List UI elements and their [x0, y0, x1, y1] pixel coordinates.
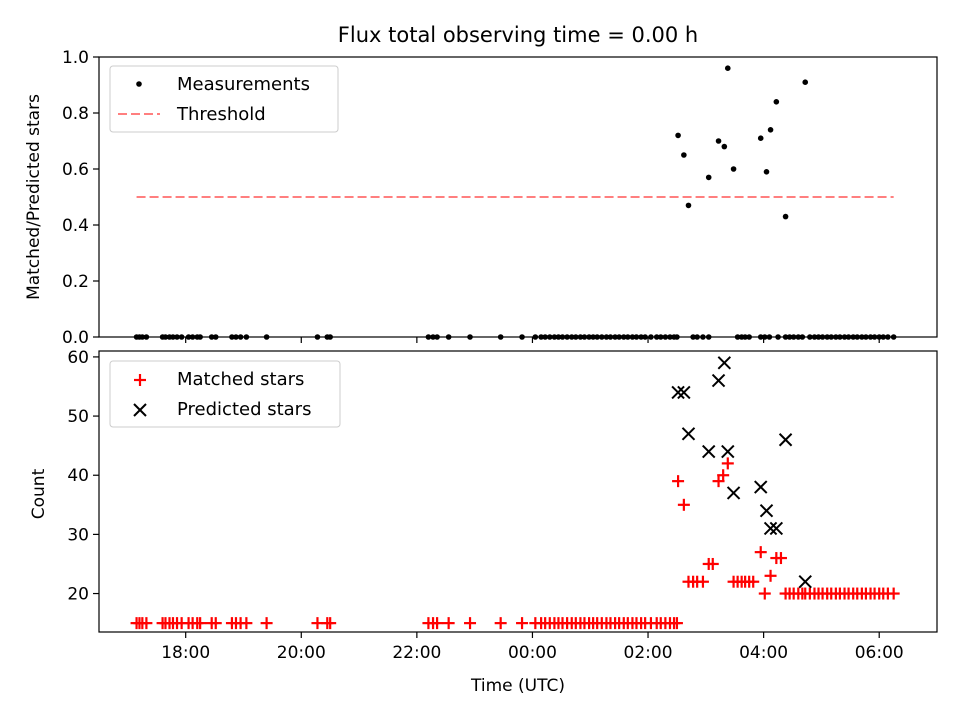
- y-tick-label: 30: [67, 525, 89, 545]
- matched-star-point: [431, 617, 444, 630]
- bottom-legend: Matched stars Predicted stars: [109, 360, 341, 428]
- measurement-point: [681, 152, 687, 158]
- legend-marker-predicted-stars: [133, 403, 147, 417]
- matched-star-point: [260, 617, 273, 630]
- predicted-star-point: [681, 427, 696, 441]
- matched-star-point: [516, 617, 529, 630]
- matched-star-point: [677, 498, 690, 511]
- y-tick-label: 20: [67, 585, 89, 605]
- x-axis-label: Time (UTC): [470, 676, 565, 696]
- y-tick-label: 40: [67, 466, 89, 486]
- legend-label-measurements: Measurements: [177, 74, 310, 95]
- top-y-axis-label: Matched/Predicted stars: [24, 94, 44, 300]
- bottom-y-ticks: 20 30 40 50 60: [67, 348, 99, 605]
- matched-star-point: [747, 575, 760, 588]
- x-tick-label: 18:00: [161, 643, 210, 663]
- y-tick-label: 0.6: [62, 160, 89, 180]
- predicted-star-point: [711, 373, 726, 388]
- y-tick-label: 0.0: [62, 328, 89, 348]
- y-tick-label: 0.4: [62, 216, 89, 236]
- top-x-ticks: [185, 337, 880, 343]
- matched-star-point: [717, 469, 730, 482]
- bottom-axes-frame: [98, 350, 938, 633]
- measurement-point: [802, 79, 809, 85]
- y-tick-label: 1.0: [62, 48, 89, 68]
- matched-star-point: [754, 546, 767, 559]
- predicted-star-point: [754, 480, 768, 494]
- bottom-axes: 20 30 40 50 60 18:00 20:00 22:00 00:00 02:00 04:0…: [29, 348, 938, 696]
- matched-star-point: [209, 617, 222, 630]
- bottom-x-ticks: 18:00 20:00 22:00 00:00 02:00 04:00 06:00: [161, 632, 904, 663]
- x-tick-label: 20:00: [277, 643, 326, 663]
- predicted-star-point: [671, 385, 685, 400]
- matched-star-point: [721, 457, 734, 470]
- top-axes: 0.0 0.2 0.4 0.6 0.8 1.0 Matched/Predicted sta…: [24, 48, 938, 348]
- predicted-star-point: [721, 444, 735, 459]
- measurement-point: [767, 127, 774, 133]
- x-tick-label: 06:00: [855, 643, 904, 663]
- x-tick-label: 22:00: [392, 643, 441, 663]
- predicted-star-point: [726, 486, 741, 500]
- top-legend: Measurements Threshold: [109, 65, 339, 133]
- legend-label-predicted-stars: Predicted stars: [177, 399, 311, 420]
- predicted-star-point: [677, 385, 691, 400]
- matched-star-point: [887, 587, 900, 600]
- bottom-y-axis-label: Count: [29, 468, 49, 519]
- legend-label-threshold: Threshold: [176, 104, 266, 125]
- matched-star-point: [764, 569, 777, 582]
- measurement-point: [685, 202, 692, 209]
- matched-star-point: [670, 617, 683, 630]
- predicted-star-point: [702, 444, 716, 459]
- matched-star-point: [442, 617, 455, 630]
- y-tick-label: 0.8: [62, 104, 89, 124]
- measurement-point: [730, 166, 737, 172]
- measurement-point: [763, 169, 770, 175]
- chart-title: Flux total observing time = 0.00 h: [338, 23, 698, 47]
- y-tick-label: 0.2: [62, 272, 89, 292]
- top-y-ticks: 0.0 0.2 0.4 0.6 0.8 1.0: [62, 48, 99, 348]
- measurement-point: [724, 65, 731, 71]
- matched-star-point: [140, 617, 153, 630]
- measurement-point: [773, 99, 780, 105]
- matched-star-point: [672, 475, 685, 488]
- matched-star-point: [758, 587, 771, 600]
- matched-star-point: [240, 617, 253, 630]
- matched-star-point: [194, 617, 207, 630]
- matched-star-point: [774, 552, 787, 565]
- legend-label-matched-stars: Matched stars: [177, 369, 304, 390]
- y-tick-label: 60: [67, 348, 89, 368]
- matched-star-point: [706, 557, 719, 570]
- x-tick-label: 04:00: [739, 643, 788, 663]
- matched-star-point: [464, 617, 477, 630]
- measurement-point: [675, 132, 681, 139]
- matched-star-point: [324, 617, 337, 630]
- measurement-point: [721, 143, 728, 150]
- bottom-plot-marks: [130, 356, 900, 630]
- x-tick-label: 02:00: [624, 643, 673, 663]
- predicted-star-point: [769, 521, 784, 536]
- predicted-star-point: [778, 433, 793, 447]
- matched-star-point: [696, 575, 709, 588]
- bottom-legend-box: [109, 360, 341, 428]
- predicted-star-point: [717, 356, 732, 370]
- measurement-point: [715, 138, 722, 144]
- measurement-point: [705, 174, 712, 181]
- top-legend-box: [109, 65, 339, 133]
- measurement-point: [782, 213, 789, 220]
- top-plot-marks: [133, 65, 897, 340]
- predicted-star-point: [763, 521, 778, 536]
- predicted-star-point: [759, 504, 774, 518]
- predicted-star-point: [798, 575, 812, 589]
- legend-marker-measurements: [136, 81, 142, 87]
- matched-star-point: [494, 617, 507, 630]
- top-axes-frame: [98, 56, 938, 338]
- measurement-point: [757, 135, 764, 141]
- y-tick-label: 50: [67, 407, 89, 427]
- x-tick-label: 00:00: [508, 643, 557, 663]
- legend-marker-matched-stars: [134, 374, 146, 386]
